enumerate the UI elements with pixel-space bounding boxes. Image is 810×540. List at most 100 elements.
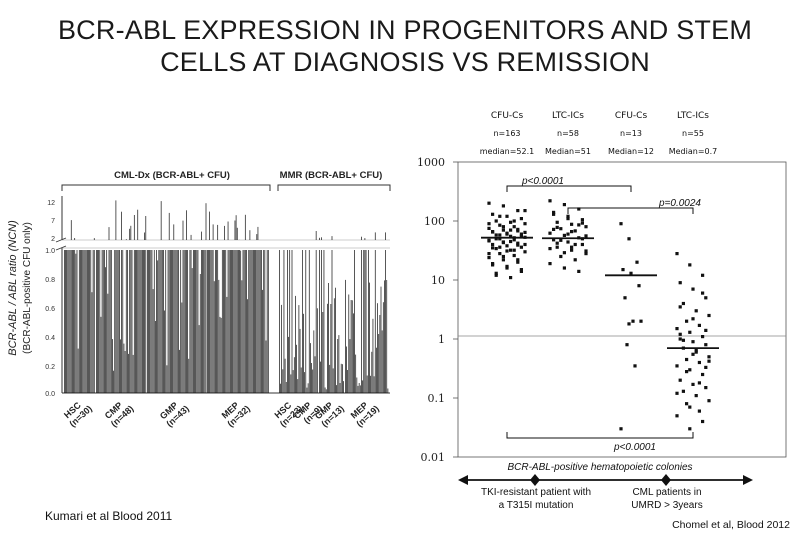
bar — [225, 250, 227, 393]
bar — [151, 250, 153, 393]
bar — [259, 250, 261, 393]
pvalue-label: p=0.0024 — [658, 198, 701, 209]
bar — [307, 383, 309, 393]
bar — [106, 250, 108, 393]
bar — [88, 250, 89, 393]
bar — [135, 250, 136, 393]
bar — [356, 377, 358, 393]
bar — [195, 250, 196, 393]
bar — [127, 250, 128, 393]
scatter-point — [707, 399, 711, 403]
scatter-point — [548, 262, 552, 266]
bar — [184, 250, 186, 393]
bar — [114, 250, 116, 393]
bar — [143, 250, 144, 393]
scatter-point — [681, 338, 685, 342]
scatter-point — [580, 218, 584, 222]
scatter-point — [675, 327, 679, 331]
scatter-point — [555, 225, 559, 229]
bar — [223, 250, 224, 393]
scatter-point — [523, 250, 527, 254]
bar — [142, 250, 143, 393]
bar — [324, 387, 326, 393]
scatter-point — [487, 238, 491, 242]
bar — [216, 250, 217, 393]
scatter-point — [678, 378, 682, 382]
scatter-point — [697, 323, 701, 327]
bar-upper — [125, 239, 127, 240]
bar — [330, 304, 332, 393]
scatter-point — [519, 245, 523, 249]
bar — [282, 369, 284, 393]
column-name: LTC-ICs — [552, 111, 584, 121]
scatter-point — [562, 266, 566, 270]
scatter-point — [523, 242, 527, 247]
bar — [253, 250, 254, 393]
bar — [130, 250, 132, 393]
bar — [234, 250, 236, 393]
bar-upper — [137, 209, 139, 240]
scatter-point — [555, 220, 559, 224]
scatter-point — [701, 372, 705, 377]
bar — [244, 250, 246, 393]
bar — [304, 372, 305, 393]
bar — [100, 316, 102, 393]
bar-upper — [217, 224, 219, 240]
bar — [363, 250, 365, 393]
scatter-point — [491, 246, 495, 250]
bar — [164, 310, 165, 393]
bar — [139, 250, 141, 393]
bar-upper — [321, 237, 322, 240]
bar — [196, 250, 198, 393]
bar — [296, 344, 297, 393]
scatter-point — [559, 254, 563, 259]
bar — [64, 250, 65, 393]
bar-upper — [374, 232, 376, 240]
bar — [247, 299, 248, 393]
bar-upper — [145, 216, 147, 240]
scatter-point — [707, 355, 711, 359]
bar-upper — [130, 225, 132, 240]
scatter-point — [555, 241, 559, 245]
bar — [358, 383, 360, 393]
bar — [312, 369, 314, 393]
bar — [316, 308, 318, 393]
scatter-point — [501, 254, 505, 259]
bar — [381, 330, 383, 393]
bar — [179, 349, 180, 393]
scatter-point — [570, 245, 574, 249]
bar-upper — [186, 210, 187, 240]
upper-ticks: 12 7 2 — [47, 200, 55, 243]
bar — [178, 250, 179, 393]
bar — [354, 250, 355, 393]
bar — [351, 300, 353, 393]
scatter-ytick: 10 — [431, 274, 445, 287]
group2-line2: UMRD > 3years — [631, 500, 702, 511]
scatter-point — [505, 264, 509, 268]
scatter-point — [552, 227, 556, 231]
bar — [197, 250, 199, 393]
bar-upper — [201, 231, 202, 240]
bar — [279, 250, 280, 393]
scatter-point — [523, 222, 527, 226]
bar — [328, 283, 329, 393]
bar — [173, 250, 175, 393]
bar — [308, 250, 310, 393]
bar — [377, 303, 378, 393]
bar — [349, 339, 351, 393]
scatter-point — [691, 352, 695, 356]
bar — [249, 250, 251, 393]
bar — [379, 315, 381, 393]
bar — [187, 250, 188, 393]
scatter-point — [509, 248, 513, 252]
bar — [261, 250, 262, 393]
group-arrow — [458, 474, 753, 486]
bar — [174, 250, 176, 393]
bar-upper — [133, 215, 135, 240]
bar — [215, 250, 216, 393]
scatter-point — [566, 217, 570, 221]
bar — [221, 250, 223, 393]
column-median: Median=51 — [545, 147, 591, 156]
bar — [109, 250, 111, 393]
scatter-point — [548, 231, 552, 235]
